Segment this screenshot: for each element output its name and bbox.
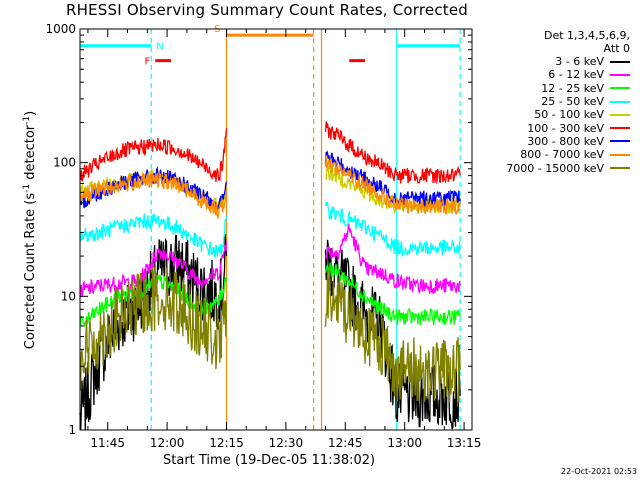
series-line — [324, 201, 461, 258]
legend-entry: 12 - 25 keV — [484, 82, 636, 95]
series-line — [79, 171, 228, 221]
legend-entry: 7000 - 15000 keV — [484, 161, 636, 175]
series-line — [324, 155, 461, 216]
series-line — [79, 213, 228, 258]
series-line — [79, 128, 228, 182]
legend-entry-swatch — [610, 153, 630, 156]
flag-label: N — [156, 42, 163, 53]
legend-entry-swatch — [610, 60, 630, 63]
legend-entry-label: 25 - 50 keV — [541, 95, 604, 109]
x-tick-label: 13:00 — [387, 436, 422, 450]
plot-frame — [79, 28, 473, 431]
legend-entry-label: 50 - 100 keV — [534, 108, 604, 122]
x-tick-label: 12:15 — [209, 436, 244, 450]
flag-label: S — [214, 24, 220, 35]
series-line — [324, 266, 461, 403]
legend-entry-swatch — [610, 167, 630, 170]
flag-bars: NF S — [80, 24, 461, 68]
legend-entry-swatch — [610, 100, 630, 103]
series-line — [324, 223, 461, 295]
legend-detector-header: Det 1,3,4,5,6,9, — [543, 29, 630, 42]
vertical-markers — [150, 29, 461, 430]
series-line — [324, 262, 461, 326]
y-tick-label: 10 — [61, 289, 76, 303]
chart-title: RHESSI Observing Summary Count Rates, Co… — [66, 1, 469, 19]
legend-attenuator-header: Att 0 — [603, 42, 630, 55]
x-tick-label: 11:45 — [90, 436, 125, 450]
x-tick-label: 13:15 — [447, 436, 482, 450]
series-lines — [79, 121, 461, 431]
legend-entry: 800 - 7000 keV — [484, 148, 636, 161]
y-axis-label: Corrected Count Rate (s-1 detector-1) — [21, 110, 39, 350]
legend-entry: 100 - 300 keV — [484, 121, 636, 135]
legend-entry-label: 7000 - 15000 keV — [506, 161, 604, 175]
legend-entry: 25 - 50 keV — [484, 95, 636, 108]
legend-entry-label: 3 - 6 keV — [555, 55, 604, 69]
x-tick-label: 12:30 — [269, 436, 304, 450]
x-axis-label: Start Time (19-Dec-05 11:38:02) — [163, 453, 376, 468]
legend-entry-label: 12 - 25 keV — [541, 81, 604, 95]
legend-entry-label: 6 - 12 keV — [548, 68, 604, 82]
series-line — [79, 266, 228, 390]
legend-entry-swatch — [610, 140, 630, 143]
timestamp: 22-Oct-2021 02:53 — [561, 467, 637, 476]
x-tick-label: 12:00 — [150, 436, 185, 450]
legend-entry-label: 800 - 7000 keV — [520, 148, 604, 162]
plot-axes: 1 10 100 1000 11:45 12:00 12:15 12:30 12:45 13:00… — [45, 22, 481, 450]
y-tick-label: 1 — [68, 423, 76, 437]
legend-entry-swatch — [610, 127, 630, 130]
legend-entry-swatch — [610, 87, 630, 90]
legend-entry-swatch — [610, 113, 630, 116]
y-tick-label: 100 — [53, 156, 76, 170]
legend-entry: 6 - 12 keV — [484, 68, 636, 81]
series-line — [324, 239, 461, 430]
legend-entry: 300 - 800 keV — [484, 135, 636, 148]
legend-entry: 50 - 100 keV — [484, 108, 636, 121]
legend-entry: 3 - 6 keV — [484, 55, 636, 68]
legend: Det 1,3,4,5,6,9, Att 0 3 - 6 keV 6 - 12 k… — [484, 29, 636, 175]
legend-entry-swatch — [610, 73, 630, 76]
legend-entry-label: 100 - 300 keV — [527, 121, 604, 135]
x-tick-label: 12:45 — [328, 436, 363, 450]
flag-label: F — [144, 57, 150, 68]
series-line — [324, 121, 461, 185]
y-tick-label: 1000 — [45, 22, 76, 36]
series-line — [79, 240, 228, 299]
legend-entry-label: 300 - 800 keV — [527, 134, 604, 148]
